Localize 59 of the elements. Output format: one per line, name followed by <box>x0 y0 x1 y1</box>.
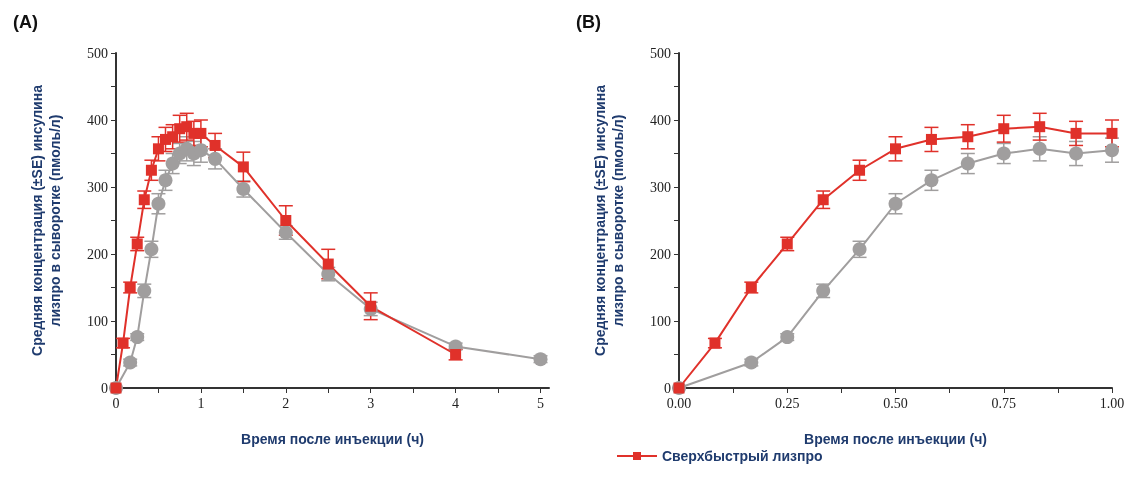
point <box>890 143 901 155</box>
x-axis-title: Время после инъекции (ч) <box>241 431 424 447</box>
point <box>996 146 1011 161</box>
x-tick-label: 0.75 <box>991 395 1016 411</box>
y-tick-label: 500 <box>87 45 108 61</box>
point <box>165 156 180 171</box>
point <box>208 151 223 166</box>
x-tick-label: 5 <box>537 395 545 411</box>
point <box>1105 143 1119 158</box>
point <box>924 173 939 188</box>
y-tick-label: 100 <box>650 313 671 329</box>
point <box>145 164 157 176</box>
point <box>152 143 164 155</box>
point <box>237 161 249 173</box>
x-tick-label: 4 <box>452 395 460 411</box>
point <box>1032 141 1047 156</box>
point <box>365 300 377 312</box>
point <box>167 131 179 143</box>
point <box>158 173 173 188</box>
point <box>854 164 866 176</box>
y-tick-label: 100 <box>87 313 108 329</box>
y-tick-label: 300 <box>650 179 671 195</box>
point <box>888 196 903 211</box>
point <box>1106 127 1118 139</box>
point <box>322 258 334 270</box>
y-tick-label: 500 <box>650 45 671 61</box>
y-axis-title: Средняя концентрация (±SE) инсулина лизпро в сыворотке (пмоль/л) <box>592 84 626 356</box>
legend-label: Сверхбыстрый лизпро <box>662 448 823 464</box>
x-tick-label: 0.50 <box>883 395 908 411</box>
x-tick-label: 1.00 <box>1099 395 1125 411</box>
y-axis-title: Средняя концентрация (±SE) инсулина лизпро в сыворотке (пмоль/л) <box>29 84 63 356</box>
point <box>138 194 150 206</box>
point <box>151 196 166 211</box>
y-tick-label: 0 <box>664 380 671 396</box>
point <box>817 194 829 206</box>
point <box>1070 127 1082 139</box>
y-tick-label: 0 <box>101 380 108 396</box>
y-tick-label: 400 <box>650 112 671 128</box>
point <box>1069 146 1084 161</box>
point <box>280 215 292 226</box>
point <box>960 156 975 171</box>
chart-title: (A) <box>13 12 38 32</box>
y-tick-label: 400 <box>87 112 108 128</box>
x-tick-label: 0.00 <box>666 395 692 411</box>
x-tick-label: 3 <box>367 395 375 411</box>
y-tick-label: 200 <box>87 246 108 262</box>
point <box>209 139 221 151</box>
point <box>998 123 1010 135</box>
y-tick-label: 200 <box>650 246 671 262</box>
point <box>962 131 974 143</box>
x-tick-label: 0.25 <box>775 395 800 411</box>
y-tick-label: 300 <box>87 179 108 195</box>
point <box>925 133 937 145</box>
x-tick-label: 1 <box>197 395 205 411</box>
x-tick-label: 0 <box>112 395 120 411</box>
x-tick-label: 2 <box>282 395 290 411</box>
x-axis-title: Время после инъекции (ч) <box>804 431 987 447</box>
chart-title: (B) <box>576 12 601 32</box>
point <box>1034 121 1046 133</box>
